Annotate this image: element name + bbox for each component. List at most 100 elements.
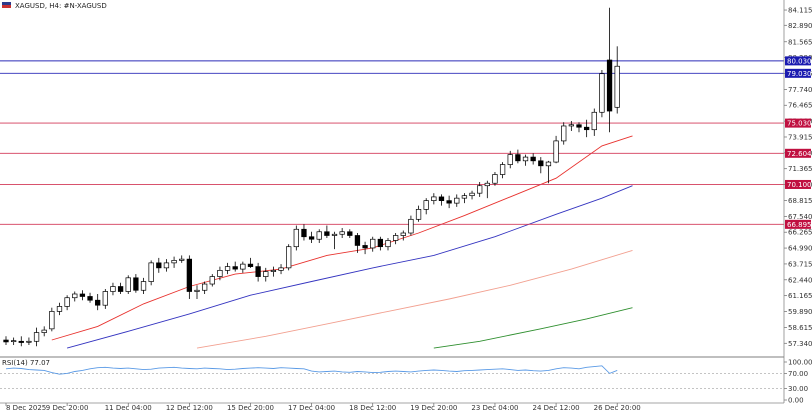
time-tick-label: 17 Dec 04:00 [288,404,335,412]
candle-body [56,306,63,312]
candle-body [362,245,368,249]
level-tag-label: 66.895 [787,221,812,229]
candle [316,229,322,243]
candle [599,69,605,118]
candle-body [79,293,86,297]
candle [110,282,116,296]
price-tick-label: 76.465 [788,102,812,110]
candle [415,205,422,222]
candle-body [530,156,536,162]
candle-body [87,296,93,301]
candle-body [18,340,24,343]
candle-body [232,266,238,270]
price-tick-label: 67.540 [788,213,812,221]
time-tick-label: 15 Dec 20:00 [227,404,274,412]
price-tick-label: 81.565 [788,38,812,46]
candle-body [606,59,613,112]
candle-body [117,286,124,292]
candle [186,255,193,299]
candle-body [125,277,131,292]
candle-body [102,291,108,306]
candle-body [377,238,384,248]
time-tick-label: 11 Dec 04:00 [105,404,152,412]
candle [461,193,468,204]
candle-body [308,236,315,240]
candle [171,256,177,268]
candle-body [10,340,17,343]
candle [148,260,154,286]
candle-body [423,200,429,210]
candle-body [163,262,170,269]
candle [140,277,147,294]
rsi-title: RSI(14) 77.07 [2,359,50,367]
candle [255,262,261,282]
candle-body [186,258,193,292]
candle [362,241,368,255]
candle [56,302,63,316]
price-tick-label: 64.990 [788,245,812,253]
candle-body [515,154,521,162]
price-tick-label: 62.440 [788,276,812,284]
level-tag [785,68,811,78]
price-tick-label: 82.890 [788,22,812,30]
candle-body [461,195,468,199]
candle-body [538,160,544,167]
candle [263,267,269,282]
candle [446,195,452,209]
chart-title: XAGUSD, H4: #N-XAGUSD [2,2,107,10]
candle [591,108,597,136]
time-tick-label: 26 Dec 20:00 [594,404,641,412]
price-tick-label: 63.715 [788,260,812,268]
moving-average-line-4 [433,307,633,349]
candle [492,172,498,186]
candle-body [446,200,452,204]
candle-body [553,140,559,163]
candle-body [286,246,292,269]
candle-body [408,218,414,234]
candle-body [95,299,101,306]
time-tick-label: 9 Dec 20:00 [46,404,89,412]
candle [614,46,620,114]
candle-body [240,263,246,270]
candle [545,160,552,184]
candle-body [148,262,154,282]
candle [26,337,32,346]
candle-body [255,266,261,277]
candle-body [156,262,162,269]
candle-body [370,238,376,249]
rsi-levels [0,373,784,389]
candle-body [263,271,269,277]
candle-body [545,161,552,167]
level-tag [785,148,811,158]
candle [515,149,521,164]
candle-body [140,281,147,291]
candle [49,307,55,332]
candle [423,198,429,215]
candle-body [392,235,399,241]
candle [499,162,506,179]
price-panel: 84.11582.89081.56580.29079.01577.74076.4… [0,2,812,349]
level-tag-label: 80.030 [787,57,812,65]
candles [3,7,620,347]
candle [469,190,475,200]
candle-body [110,286,116,292]
candle-body [599,73,605,113]
candle-body [499,164,506,175]
price-tick-label: 66.265 [788,229,812,237]
candle-body [33,332,40,342]
price-tick-label: 84.115 [788,7,812,15]
candle [179,255,185,263]
candle-body [324,231,330,236]
price-tick-label: 57.340 [788,340,812,348]
price-tick-label: 71.365 [788,165,812,173]
candle-body [316,231,322,240]
rsi-line [5,365,618,375]
candle-body [72,293,78,299]
candle [33,327,40,347]
rsi-tick-label: 100.00 [788,359,812,367]
candle [41,326,47,337]
time-tick-label: 23 Dec 04:00 [471,404,518,412]
candle [538,157,544,174]
candle [377,236,384,251]
candle [308,231,315,243]
